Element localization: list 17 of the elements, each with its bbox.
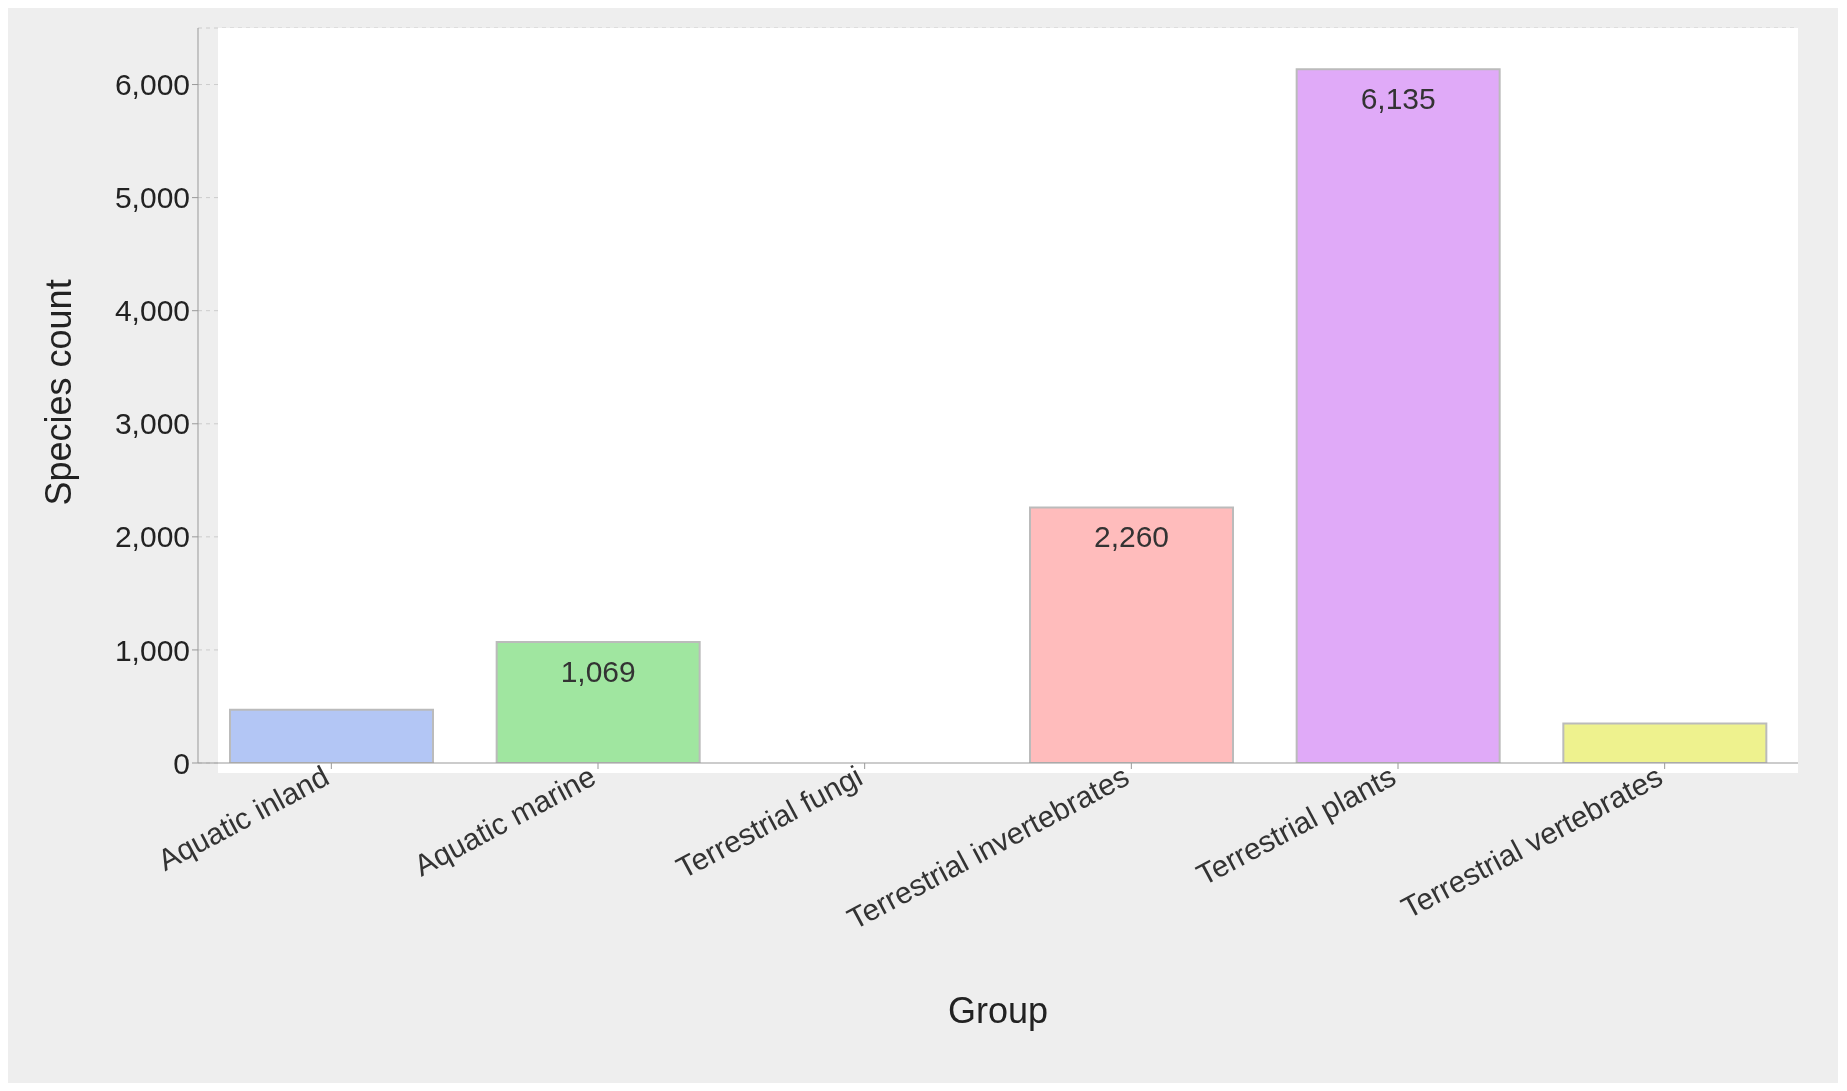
y-tick-label: 0 [173,746,190,780]
y-tick-label: 5,000 [114,181,190,215]
y-tick-label: 6,000 [114,68,190,102]
bar [1029,506,1234,763]
bar [229,708,434,763]
y-tick-label: 3,000 [114,407,190,441]
bar [495,641,701,763]
data-label: 1,069 [560,655,636,689]
bar [1295,68,1501,763]
bar [1562,722,1768,763]
x-axis-title: Group [947,990,1049,1031]
data-label: 2,260 [1093,520,1170,554]
y-tick-label: 4,000 [114,294,190,328]
y-tick-label: 1,000 [114,633,190,667]
y-axis-title: Species count [37,279,79,506]
data-label: 6,135 [1360,82,1436,116]
y-tick-label: 2,000 [114,520,190,554]
